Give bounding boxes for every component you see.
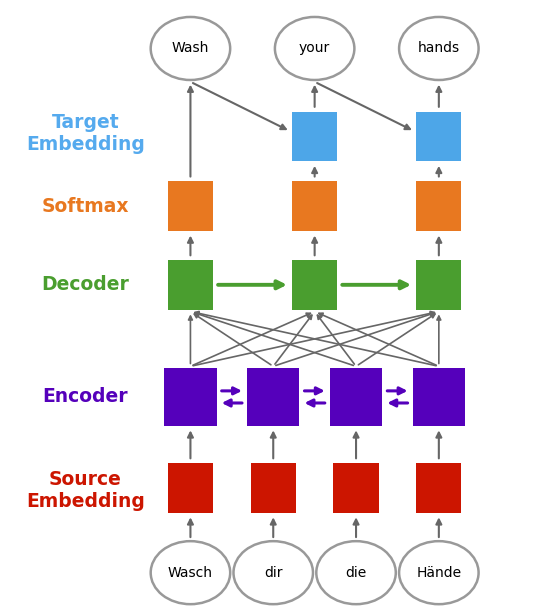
- FancyBboxPatch shape: [247, 368, 299, 425]
- FancyBboxPatch shape: [168, 181, 213, 231]
- Ellipse shape: [275, 17, 354, 80]
- FancyBboxPatch shape: [416, 112, 461, 161]
- FancyBboxPatch shape: [416, 181, 461, 231]
- FancyBboxPatch shape: [330, 368, 382, 425]
- Text: dir: dir: [264, 565, 283, 580]
- Text: Softmax: Softmax: [42, 196, 129, 216]
- Text: Target
Embedding: Target Embedding: [26, 113, 145, 154]
- Ellipse shape: [316, 541, 396, 604]
- Text: hands: hands: [418, 41, 460, 56]
- FancyBboxPatch shape: [168, 260, 213, 310]
- FancyBboxPatch shape: [416, 260, 461, 310]
- Text: Wash: Wash: [172, 41, 209, 56]
- FancyBboxPatch shape: [292, 260, 337, 310]
- Ellipse shape: [233, 541, 313, 604]
- FancyBboxPatch shape: [168, 463, 213, 513]
- Text: Hände: Hände: [416, 565, 461, 580]
- Text: Decoder: Decoder: [41, 275, 130, 295]
- Ellipse shape: [399, 541, 479, 604]
- FancyBboxPatch shape: [333, 463, 379, 513]
- Text: Encoder: Encoder: [43, 387, 129, 407]
- FancyBboxPatch shape: [164, 368, 216, 425]
- Ellipse shape: [399, 17, 479, 80]
- Ellipse shape: [151, 17, 230, 80]
- FancyBboxPatch shape: [292, 181, 337, 231]
- Text: Source
Embedding: Source Embedding: [26, 470, 145, 511]
- Text: Wasch: Wasch: [168, 565, 213, 580]
- FancyBboxPatch shape: [251, 463, 296, 513]
- FancyBboxPatch shape: [292, 112, 337, 161]
- Ellipse shape: [151, 541, 230, 604]
- Text: die: die: [346, 565, 367, 580]
- FancyBboxPatch shape: [413, 368, 465, 425]
- Text: your: your: [299, 41, 330, 56]
- FancyBboxPatch shape: [416, 463, 461, 513]
